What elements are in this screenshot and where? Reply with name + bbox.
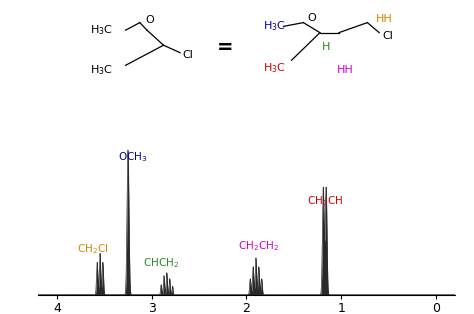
Text: CH$_3$CH: CH$_3$CH <box>307 195 343 208</box>
Text: O: O <box>146 15 154 25</box>
Text: O: O <box>307 13 316 23</box>
Text: =: = <box>217 38 233 57</box>
Text: H$_3$C: H$_3$C <box>263 61 286 75</box>
Text: HH: HH <box>376 14 392 24</box>
Text: H$_3$C: H$_3$C <box>90 23 113 37</box>
Text: H$_3$C: H$_3$C <box>263 19 286 33</box>
Text: OCH$_3$: OCH$_3$ <box>118 150 147 164</box>
Text: H$_3$C: H$_3$C <box>90 63 113 77</box>
Text: H: H <box>322 42 331 52</box>
Text: HH: HH <box>337 65 353 75</box>
Text: CH$_2$CH$_2$: CH$_2$CH$_2$ <box>238 240 279 253</box>
Text: Cl: Cl <box>182 50 193 60</box>
Text: CHCH$_2$: CHCH$_2$ <box>143 256 179 270</box>
Text: CH$_2$Cl: CH$_2$Cl <box>77 242 109 256</box>
Text: Cl: Cl <box>383 31 393 41</box>
